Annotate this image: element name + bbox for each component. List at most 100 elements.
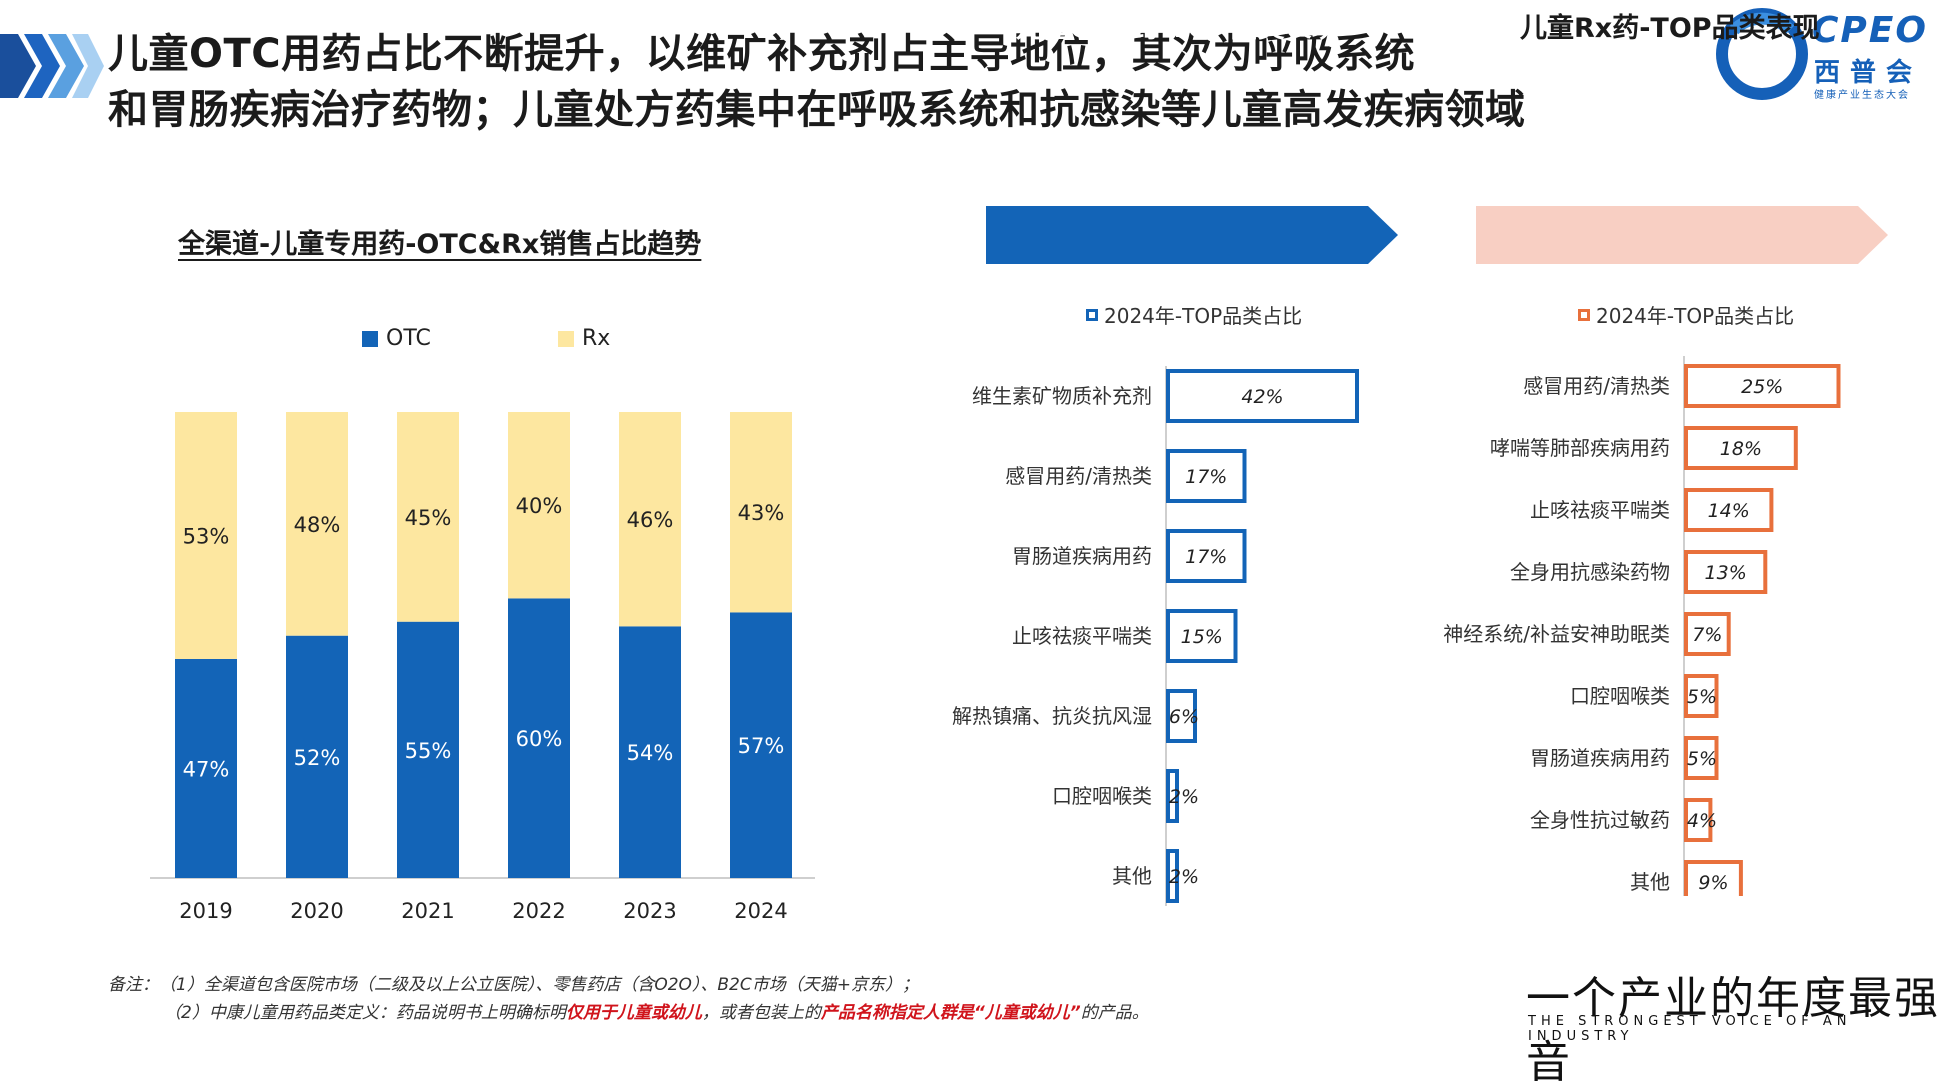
rx-legend: 2024年-TOP品类占比 xyxy=(1578,300,1794,329)
legend-rx: Rx xyxy=(558,326,610,351)
legend-otc: OTC xyxy=(362,326,431,351)
rx-category-4: 神经系统/补益安神助眠类 xyxy=(1443,622,1670,646)
rx-category-6: 胃肠道疾病用药 xyxy=(1530,746,1670,770)
label-rx-2021: 45% xyxy=(405,506,452,530)
rx-bar-3 xyxy=(1684,550,1768,594)
label-otc-2021: 55% xyxy=(405,739,452,763)
otc-category-3: 止咳祛痰平喘类 xyxy=(1012,624,1152,648)
otc-value-3: 15% xyxy=(1181,626,1223,648)
footnote-2-highlight-2: 产品名称指定人群是“儿童或幼儿” xyxy=(820,1003,1081,1023)
footnote-2-highlight-1: 仅用于儿童或幼儿 xyxy=(565,1003,702,1023)
otc-category-1: 感冒用药/清热类 xyxy=(1005,464,1152,488)
bar-otc-2024 xyxy=(730,612,792,878)
rx-bar-0 xyxy=(1684,364,1841,408)
label-otc-2020: 52% xyxy=(294,746,341,770)
bar-rx-2022 xyxy=(508,412,570,599)
otc-bar-6 xyxy=(1166,849,1179,903)
footnote-line-1: 备注：（1）全渠道包含医院市场（二级及以上公立医院）、零售药店（含O2O）、B2… xyxy=(108,975,919,995)
rx-value-4: 7% xyxy=(1692,624,1722,646)
rx-horizontal-bar-chart: 感冒用药/清热类 25% 哮喘等肺部疾病用药 18% 止咳祛痰平喘类 14% 全身用抗感染药… xyxy=(1443,356,1841,896)
title-line-1: 儿童OTC用药占比不断提升，以维矿补充剂占主导地位，其次为呼吸系统 xyxy=(108,31,1416,77)
otc-value-6: 2% xyxy=(1169,866,1199,888)
x-tick-2023: 2023 xyxy=(623,899,676,923)
rx-value-2: 14% xyxy=(1708,500,1750,522)
rx-bar-8 xyxy=(1684,860,1743,896)
otc-category-6: 其他 xyxy=(1112,864,1152,888)
bar-otc-2020 xyxy=(286,635,348,878)
rx-bar-5 xyxy=(1684,674,1719,718)
label-otc-2023: 54% xyxy=(627,741,674,765)
rx-value-3: 13% xyxy=(1705,562,1747,584)
bar-rx-2019 xyxy=(175,412,237,659)
bar-otc-2023 xyxy=(619,626,681,878)
otc-bar-2 xyxy=(1166,529,1247,583)
bar-otc-2021 xyxy=(397,621,459,878)
otc-value-4: 6% xyxy=(1169,706,1199,728)
rx-bar-6 xyxy=(1684,736,1719,780)
rx-legend-box xyxy=(1578,308,1590,321)
otc-value-2: 17% xyxy=(1185,546,1227,568)
bar-rx-2020 xyxy=(286,412,348,636)
cpeo-logo: CPEO 西普会 健康产业生态大会 xyxy=(1714,8,1946,101)
rx-value-5: 5% xyxy=(1687,686,1717,708)
x-tick-2024: 2024 xyxy=(734,899,787,923)
otc-bar-3 xyxy=(1166,609,1238,663)
rx-category-8: 其他 xyxy=(1630,870,1670,894)
legend-otc-swatch xyxy=(362,330,378,347)
footnote-2-part-b: ，或者包装上的 xyxy=(701,1003,821,1023)
rx-value-7: 4% xyxy=(1687,810,1717,832)
otc-banner xyxy=(986,206,1398,264)
rx-bar-2 xyxy=(1684,488,1774,532)
otc-horizontal-bar-chart: 维生素矿物质补充剂 42% 感冒用药/清热类 17% 胃肠道疾病用药 17% 止咳祛痰平喘类… xyxy=(952,366,1359,906)
label-rx-2023: 46% xyxy=(627,508,674,532)
otc-category-4: 解热镇痛、抗炎抗风湿 xyxy=(952,704,1152,728)
rx-category-7: 全身性抗过敏药 xyxy=(1530,808,1670,832)
legend-rx-swatch xyxy=(558,330,574,347)
slogan-en: THE STRONGEST VOICE OF AN INDUSTRY xyxy=(1528,1014,1852,1044)
otc-value-0: 42% xyxy=(1241,386,1283,408)
footnote-2-part-c: 的产品。 xyxy=(1080,1003,1149,1023)
label-otc-2019: 47% xyxy=(183,757,230,781)
stacked-bar-chart: 47% 53% 2019 52% 48% 2020 55% 45% 2021 60% 40% 2022… xyxy=(150,412,815,923)
rx-value-1: 18% xyxy=(1720,438,1762,460)
stacked-chart-title: 全渠道-儿童专用药-OTC&Rx销售占比趋势 xyxy=(178,229,702,260)
x-tick-2022: 2022 xyxy=(512,899,565,923)
logo-ring-icon xyxy=(1716,8,1808,100)
otc-banner-title: 儿童OTC药-TOP品类表现 xyxy=(1016,13,1339,44)
label-rx-2024: 43% xyxy=(738,501,785,525)
rx-value-0: 25% xyxy=(1741,376,1783,398)
rx-legend-label: 2024年-TOP品类占比 xyxy=(1596,304,1795,328)
footnote-2-part-a: （2）中康儿童用药品类定义：药品说明书上明确标明 xyxy=(164,1003,566,1023)
otc-category-5: 口腔咽喉类 xyxy=(1052,784,1152,808)
rx-banner-title: 儿童Rx药-TOP品类表现 xyxy=(1520,13,1820,44)
rx-value-6: 5% xyxy=(1687,748,1717,770)
otc-category-2: 胃肠道疾病用药 xyxy=(1012,544,1152,568)
x-tick-2020: 2020 xyxy=(290,899,343,923)
bar-rx-2024 xyxy=(730,412,792,613)
rx-category-3: 全身用抗感染药物 xyxy=(1510,560,1670,584)
otc-legend-box xyxy=(1086,308,1098,321)
rx-value-8: 9% xyxy=(1698,872,1728,894)
rx-banner xyxy=(1476,206,1888,264)
label-otc-2022: 60% xyxy=(516,727,563,751)
otc-legend: 2024年-TOP品类占比 xyxy=(1086,300,1302,329)
legend-rx-label: Rx xyxy=(582,326,611,351)
rx-category-2: 止咳祛痰平喘类 xyxy=(1530,498,1670,522)
footnote-line-2: （2）中康儿童用药品类定义：药品说明书上明确标明仅用于儿童或幼儿，或者包装上的产… xyxy=(164,998,1149,1023)
label-rx-2022: 40% xyxy=(516,494,563,518)
bar-rx-2021 xyxy=(397,412,459,622)
bar-otc-2019 xyxy=(175,658,237,878)
otc-value-1: 17% xyxy=(1185,466,1227,488)
rx-category-0: 感冒用药/清热类 xyxy=(1523,374,1670,398)
rx-bar-4 xyxy=(1684,612,1731,656)
bar-rx-2023 xyxy=(619,412,681,627)
otc-category-0: 维生素矿物质补充剂 xyxy=(972,384,1152,408)
title-line-2: 和胃肠疾病治疗药物；儿童处方药集中在呼吸系统和抗感染等儿童高发疾病领域 xyxy=(108,87,1526,133)
label-rx-2019: 53% xyxy=(183,524,230,548)
otc-bar-0 xyxy=(1166,369,1359,423)
logo-cn-name: 西普会 xyxy=(1814,58,1923,88)
label-otc-2024: 57% xyxy=(738,734,785,758)
bar-otc-2022 xyxy=(508,598,570,878)
otc-bar-5 xyxy=(1166,769,1179,823)
legend-otc-label: OTC xyxy=(386,326,431,351)
